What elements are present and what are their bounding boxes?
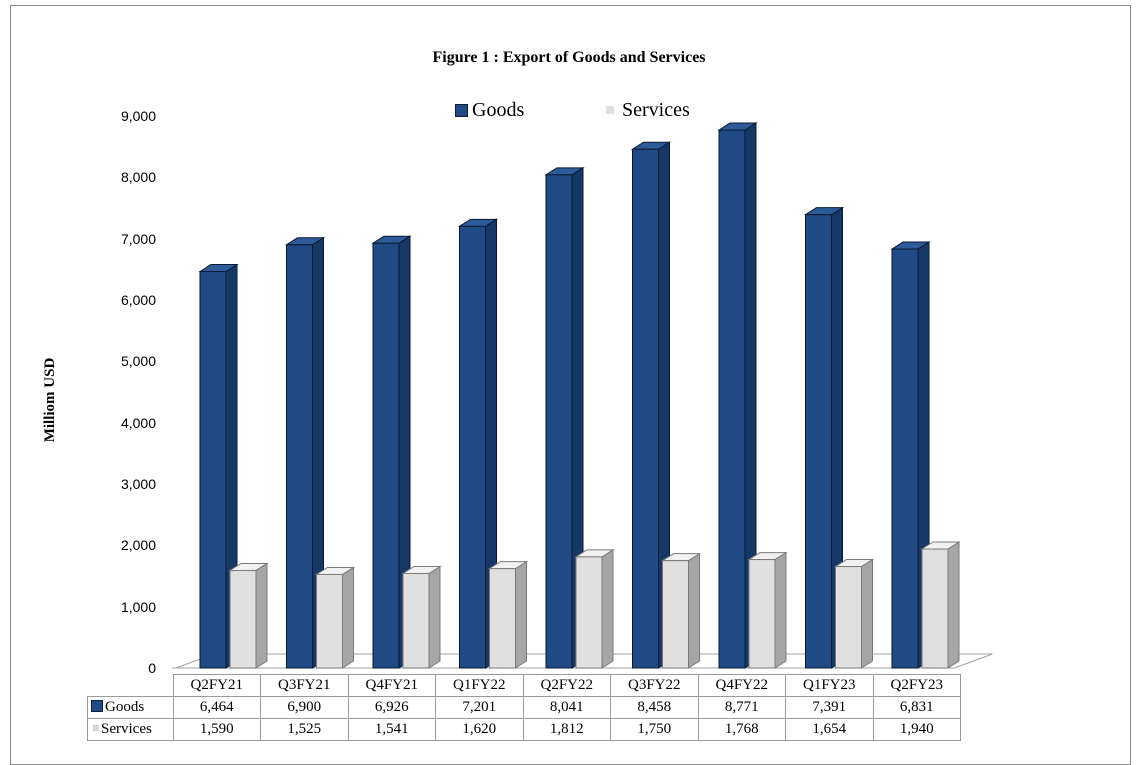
goods-value: 8,458 [610, 696, 699, 719]
bar-services-side [688, 552, 700, 669]
category-label: Q1FY22 [435, 674, 524, 697]
bar-services-side [428, 565, 441, 669]
bar-services [921, 548, 949, 669]
y-tick-label: 4,000 [120, 414, 156, 431]
bar-services [662, 560, 689, 669]
bar-services [229, 569, 257, 669]
bar-goods [459, 225, 486, 669]
legend-swatch-services [606, 106, 614, 114]
row-label-goods: Goods [105, 699, 145, 715]
services-swatch-icon [93, 725, 99, 731]
goods-value: 6,900 [260, 696, 349, 719]
data-table: Q2FY21 Q3FY21 Q4FY21 Q1FY22 Q2FY22 Q3FY2… [87, 674, 961, 741]
bar-services [316, 573, 343, 669]
goods-value: 8,041 [522, 696, 611, 719]
category-label: Q4FY22 [697, 674, 786, 697]
services-value: 1,812 [522, 718, 611, 741]
category-label: Q3FY21 [260, 674, 349, 697]
bar-goods [718, 129, 746, 669]
y-tick-label: 2,000 [120, 537, 156, 554]
services-value: 1,590 [172, 718, 261, 741]
services-value: 1,541 [347, 718, 436, 741]
category-label: Q4FY21 [347, 674, 436, 697]
services-value: 1,620 [435, 718, 524, 741]
y-tick-label: 6,000 [120, 292, 156, 308]
data-table-row-services: Services 1,590 1,525 1,541 1,620 1,812 1… [87, 718, 961, 741]
goods-value: 6,926 [347, 696, 436, 719]
bar-services-side [774, 551, 787, 669]
bar-goods [199, 271, 227, 669]
y-tick-label: 9,000 [120, 108, 156, 124]
bar-services [575, 556, 603, 669]
bar-services [835, 566, 862, 669]
bar-services [402, 572, 430, 669]
y-tick-label: 0 [148, 660, 156, 676]
y-tick-label: 1,000 [120, 598, 156, 615]
legend-label-services: Services [622, 98, 690, 121]
category-label: Q2FY21 [172, 674, 261, 697]
bar-services-side [861, 558, 873, 669]
category-label: Q3FY22 [610, 674, 699, 697]
legend-item-services: Services [606, 98, 690, 122]
services-value: 1,654 [785, 718, 874, 741]
legend-item-goods: Goods [455, 98, 524, 122]
data-table-row-goods: Goods 6,464 6,900 6,926 7,201 8,041 8,45… [87, 696, 961, 719]
legend-label-goods: Goods [472, 98, 525, 121]
bar-goods [286, 244, 313, 669]
bar-services-side [947, 541, 960, 669]
bar-goods [891, 248, 919, 669]
y-tick-label: 3,000 [120, 476, 156, 492]
bar-goods [372, 242, 400, 669]
goods-swatch-icon [91, 700, 103, 712]
y-tick-label: 5,000 [120, 353, 156, 370]
category-label: Q2FY22 [522, 674, 611, 697]
bar-services-side [601, 548, 614, 669]
bar-services-side [342, 566, 354, 669]
bar-goods [632, 148, 659, 669]
row-header-services: Services [87, 718, 174, 741]
goods-value: 7,201 [435, 696, 524, 719]
row-header-goods: Goods [87, 696, 174, 719]
row-label-services: Services [101, 721, 152, 737]
data-table-header-row: Q2FY21 Q3FY21 Q4FY21 Q1FY22 Q2FY22 Q3FY2… [87, 674, 961, 697]
bar-services [489, 568, 516, 669]
bar-chart-plot [172, 122, 993, 669]
legend-swatch-goods [455, 103, 468, 117]
data-table-corner [87, 674, 174, 697]
y-tick-label: 8,000 [120, 169, 156, 186]
chart-title: Figure 1 : Export of Goods and Services [432, 49, 706, 66]
bar-services-side [255, 562, 268, 669]
bar-goods [545, 174, 573, 669]
bar-goods [805, 214, 832, 669]
services-value: 1,750 [610, 718, 699, 741]
goods-value: 6,464 [172, 696, 261, 719]
category-label: Q2FY23 [872, 674, 961, 697]
goods-value: 6,831 [872, 696, 961, 719]
goods-value: 7,391 [785, 696, 874, 719]
services-value: 1,940 [872, 718, 961, 741]
category-label: Q1FY23 [785, 674, 874, 697]
goods-value: 8,771 [697, 696, 786, 719]
bar-services [748, 559, 776, 669]
services-value: 1,525 [260, 718, 349, 741]
bar-services-side [515, 560, 527, 669]
services-value: 1,768 [697, 718, 786, 741]
y-tick-label: 7,000 [120, 230, 156, 247]
